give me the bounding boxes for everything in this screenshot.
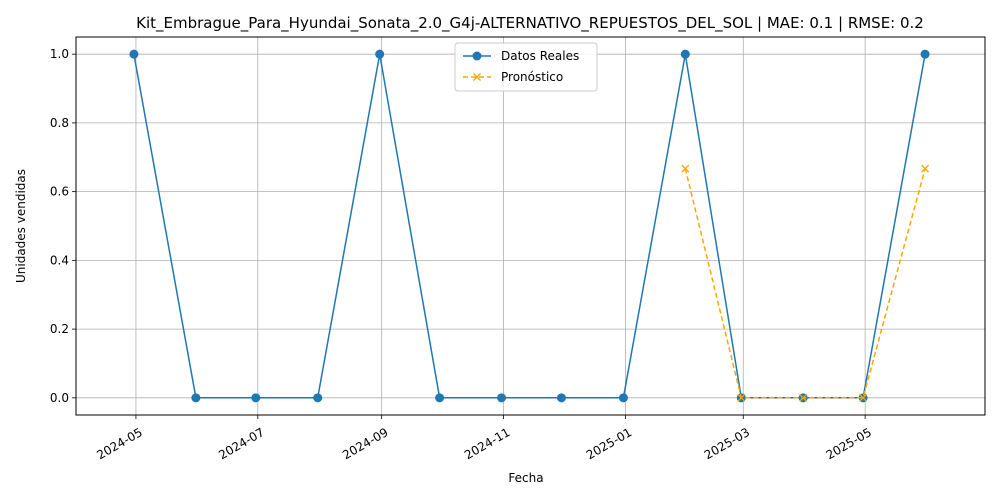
data-point-forecast	[681, 164, 690, 173]
data-point-real	[680, 49, 690, 59]
x-tick-label: 2024-05	[94, 425, 144, 462]
y-tick-label: 0.8	[50, 116, 69, 130]
x-tick-label: 2024-11	[462, 425, 512, 462]
data-point-forecast	[799, 393, 808, 402]
data-point-real	[313, 393, 323, 403]
y-tick-label: 0.4	[50, 253, 69, 267]
x-tick-label: 2025-01	[584, 425, 634, 462]
data-point-real	[435, 393, 445, 403]
y-axis: 0.0 0.2 0.4 0.6 0.8 1.0	[50, 47, 76, 405]
data-point-real	[375, 49, 385, 59]
x-tick-label: 2025-03	[702, 425, 752, 462]
data-point-real	[920, 49, 930, 59]
series-line-real	[133, 54, 926, 399]
chart-title: Kit_Embrague_Para_Hyundai_Sonata_2.0_G4j…	[136, 14, 924, 33]
data-point-forecast	[921, 164, 930, 173]
legend-box	[454, 42, 598, 92]
data-point-real	[618, 393, 628, 403]
x-tick-label: 2024-07	[216, 425, 266, 462]
legend-marker-real	[472, 51, 482, 61]
data-point-real	[251, 393, 261, 403]
data-point-forecast	[737, 393, 746, 402]
y-tick-label: 1.0	[50, 47, 69, 61]
legend: Datos Reales Pronóstico	[454, 42, 598, 92]
data-point-forecast	[859, 393, 868, 402]
x-tick-label: 2025-05	[824, 425, 874, 462]
x-tick-label: 2024-09	[340, 425, 390, 462]
plot-frame	[75, 36, 986, 416]
x-axis: 2024-05 2024-07 2024-09 2024-11 2025-01 2025-…	[94, 415, 874, 462]
data-point-real	[556, 393, 566, 403]
y-tick-label: 0.6	[50, 185, 69, 199]
legend-marker-forecast	[473, 73, 481, 81]
legend-label-forecast: Pronóstico	[501, 70, 563, 84]
data-point-real	[497, 393, 507, 403]
x-axis-label: Fecha	[508, 471, 543, 485]
y-axis-label: Unidades vendidas	[14, 169, 28, 283]
plot-area	[76, 37, 985, 415]
y-tick-label: 0.0	[50, 391, 69, 405]
y-tick-label: 0.2	[50, 322, 69, 336]
legend-label-real: Datos Reales	[501, 49, 579, 63]
data-point-real	[191, 393, 201, 403]
series-layer	[129, 49, 930, 403]
data-point-real	[129, 49, 139, 59]
